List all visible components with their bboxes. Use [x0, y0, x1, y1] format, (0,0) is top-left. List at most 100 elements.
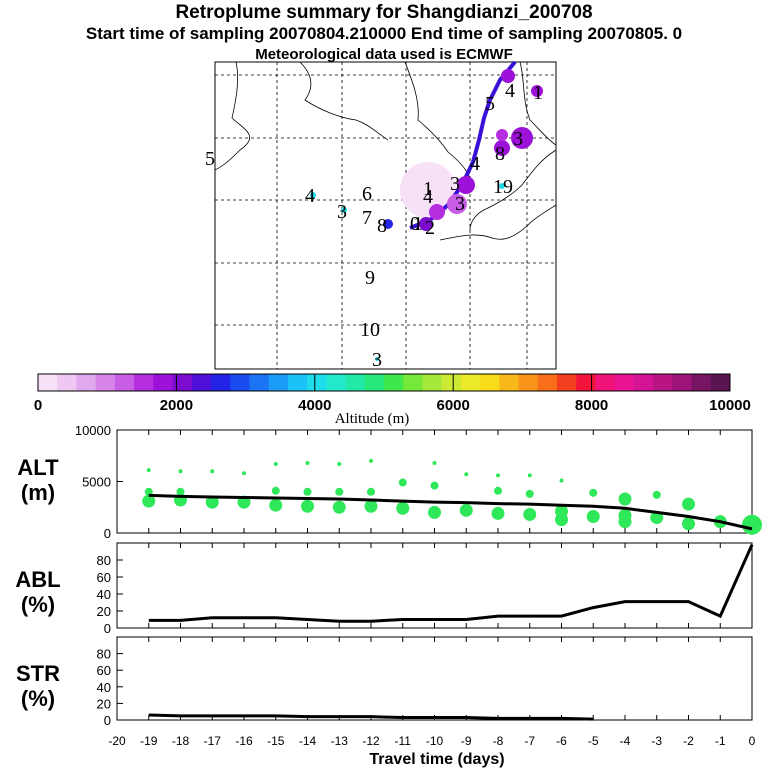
plume-cluster	[496, 129, 508, 141]
map-day-label: 3	[450, 173, 460, 195]
altitude-point	[364, 499, 378, 513]
y-tick-label: 60	[97, 663, 111, 678]
colorbar-tick-label: 2000	[160, 397, 193, 414]
x-tick-label: -2	[683, 734, 694, 748]
colorbar-swatch	[672, 374, 693, 391]
x-tick-label: -20	[108, 734, 126, 748]
y-tick-label: 80	[97, 553, 111, 568]
altitude-point	[303, 487, 312, 496]
colorbar-swatch	[172, 374, 193, 391]
colorbar-swatch	[268, 374, 289, 391]
panel-unit-alt: (m)	[21, 480, 55, 505]
map-day-label: 4	[505, 80, 515, 102]
colorbar-swatch	[230, 374, 250, 391]
altitude-point	[586, 510, 600, 524]
altitude-point	[496, 473, 500, 478]
map-day-label: 3	[372, 349, 382, 371]
x-tick-label: -9	[461, 734, 472, 748]
altitude-point	[618, 492, 632, 506]
altitude-point	[398, 478, 407, 487]
panel-frame-str	[116, 636, 753, 721]
panel-label-alt: ALT	[17, 455, 59, 480]
y-tick-label: 0	[104, 621, 111, 636]
colorbar-tick-label: 4000	[298, 397, 331, 414]
plume-markers	[310, 69, 543, 361]
y-tick-label: 5000	[82, 475, 111, 490]
map-day-label: 8	[377, 215, 387, 237]
x-tick-label: -10	[426, 734, 444, 748]
altitude-point	[682, 517, 695, 531]
colorbar-swatch	[614, 374, 635, 391]
altitude-point	[491, 506, 505, 520]
map-day-label: 9	[365, 267, 375, 289]
altitude-point	[210, 469, 215, 474]
altitude-point	[396, 501, 410, 515]
x-tick-label: -14	[299, 734, 317, 748]
colorbar-swatch	[653, 374, 673, 391]
colorbar-frame	[37, 373, 731, 392]
chart-title: Retroplume summary for Shangdianzi_20070…	[175, 2, 593, 23]
x-axis-title: Travel time (days)	[369, 751, 504, 768]
altitude-point	[335, 487, 344, 496]
colorbar-tick-label: 6000	[437, 397, 470, 414]
colorbar-swatch	[557, 374, 577, 391]
altitude-point	[273, 461, 278, 466]
colorbar-swatch	[57, 374, 77, 391]
map-day-label: 1	[533, 82, 543, 104]
altitude-point	[144, 487, 153, 496]
altitude-point	[242, 471, 246, 476]
map-day-label: 2	[425, 217, 435, 239]
map-day-label: 1	[423, 178, 433, 200]
plume-cluster	[310, 192, 316, 198]
x-tick-label: -5	[588, 734, 599, 748]
colorbar-tick-label: 8000	[575, 397, 608, 414]
colorbar-swatch	[499, 374, 520, 391]
x-tick-label: -3	[651, 734, 662, 748]
colorbar-swatch	[537, 374, 558, 391]
x-tick-label: -6	[556, 734, 567, 748]
colorbar-swatch	[460, 374, 481, 391]
altitude-point	[527, 473, 532, 478]
colorbar-swatch	[480, 374, 500, 391]
colorbar-swatch	[691, 374, 712, 391]
map-day-label: 6	[362, 183, 372, 205]
colorbar-swatch	[191, 374, 212, 391]
colorbar-swatch	[153, 374, 174, 391]
x-tick-label: -17	[204, 734, 222, 748]
altitude-point	[301, 499, 314, 513]
plume-cluster	[383, 219, 393, 229]
colorbar-swatch	[76, 374, 97, 391]
x-tick-label: -16	[235, 734, 253, 748]
colorbar-swatch	[326, 374, 347, 391]
altitude-point	[305, 460, 310, 465]
altitude-point	[178, 469, 183, 474]
y-tick-label: 20	[97, 604, 111, 619]
plume-cluster	[531, 85, 543, 97]
colorbar-swatch	[576, 374, 596, 391]
altitude-point	[146, 468, 151, 473]
y-tick-label: 0	[104, 526, 111, 541]
panel-unit-abl: (%)	[21, 592, 55, 617]
colorbar-title: Altitude (m)	[335, 411, 410, 427]
altitude-point	[559, 478, 564, 483]
coastlines	[214, 61, 557, 241]
x-tick-label: -7	[524, 734, 535, 748]
altitude-colorbar: 0 2000 4000 6000 8000 10000 Altitude (m)	[34, 373, 751, 427]
altitude-point	[205, 495, 219, 509]
altitude-point	[271, 486, 280, 495]
y-tick-label: 40	[97, 587, 111, 602]
altitude-point	[332, 500, 346, 514]
map-frame	[214, 61, 557, 370]
series-line-str	[148, 713, 594, 721]
plume-cluster	[429, 204, 445, 220]
x-tick-label: -13	[331, 734, 349, 748]
y-tick-label: 10000	[75, 423, 111, 438]
colorbar-tick-label: 10000	[709, 397, 751, 414]
colorbar-swatch	[249, 374, 270, 391]
colorbar-swatch	[710, 374, 731, 391]
plume-cluster	[341, 207, 347, 213]
release-plume	[400, 162, 456, 218]
colorbar-swatch	[211, 374, 231, 391]
